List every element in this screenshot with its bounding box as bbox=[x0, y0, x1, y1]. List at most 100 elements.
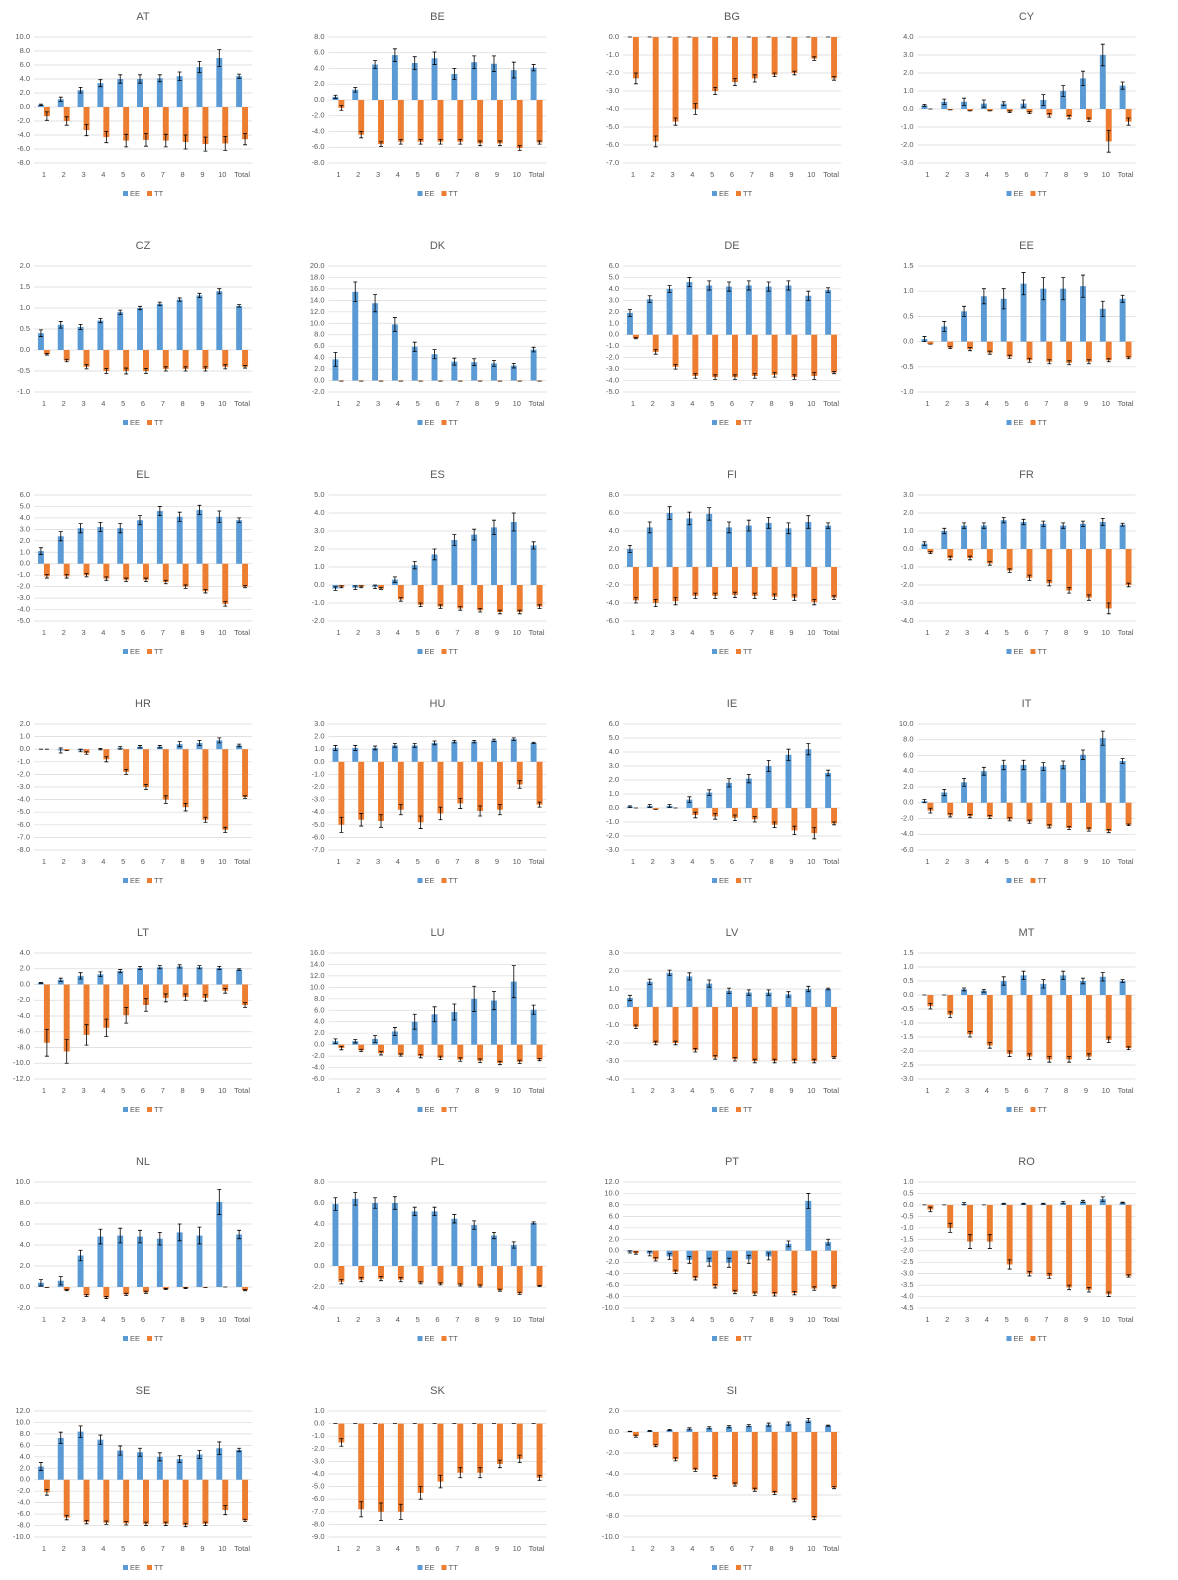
error-bar bbox=[1021, 970, 1026, 980]
y-tick-label: 10.0 bbox=[15, 1177, 30, 1186]
x-tick-label: 5 bbox=[710, 1315, 714, 1324]
error-bar bbox=[243, 1518, 248, 1522]
x-tick-label: 6 bbox=[141, 1544, 145, 1553]
y-tick-label: 6.0 bbox=[609, 1211, 619, 1220]
bar bbox=[156, 1238, 163, 1287]
bar bbox=[202, 350, 209, 369]
bar bbox=[358, 100, 365, 135]
bar bbox=[1060, 764, 1067, 803]
x-tick-label: 2 bbox=[62, 1086, 66, 1095]
y-tick-label: -8.0 bbox=[312, 1519, 325, 1528]
bar bbox=[103, 563, 110, 579]
error-bar bbox=[64, 358, 69, 363]
bar bbox=[805, 522, 812, 567]
error-bar bbox=[792, 374, 797, 380]
bar bbox=[947, 1204, 954, 1228]
bar bbox=[825, 290, 832, 335]
error-bar bbox=[832, 1486, 837, 1490]
x-tick-label: 9 bbox=[495, 628, 499, 637]
error-bar bbox=[143, 368, 148, 374]
error-bar bbox=[673, 1040, 678, 1046]
bar bbox=[1125, 802, 1132, 825]
legend-swatch bbox=[123, 1336, 128, 1341]
bar bbox=[471, 62, 478, 100]
bar bbox=[825, 773, 832, 808]
error-bar bbox=[693, 811, 698, 819]
x-tick-label: 2 bbox=[356, 857, 360, 866]
y-tick-label: 0.0 bbox=[314, 1261, 324, 1270]
y-tick-label: -2.0 bbox=[901, 580, 914, 589]
bar bbox=[222, 107, 229, 144]
bar bbox=[1066, 109, 1073, 118]
bar bbox=[530, 349, 537, 381]
y-tick-label: 3.0 bbox=[609, 948, 619, 957]
bar bbox=[785, 1423, 792, 1432]
chart-title: NL bbox=[136, 1156, 150, 1168]
x-tick-label: 5 bbox=[1005, 857, 1009, 866]
x-tick-label: 8 bbox=[770, 399, 774, 408]
error-bar bbox=[183, 993, 188, 1001]
bar bbox=[236, 1449, 243, 1480]
x-tick-label: 6 bbox=[435, 628, 439, 637]
error-bar bbox=[627, 309, 632, 317]
x-tick-label: 10 bbox=[1102, 1315, 1110, 1324]
bar bbox=[103, 749, 110, 760]
x-tick-label: 2 bbox=[356, 1544, 360, 1553]
x-tick-label: 4 bbox=[396, 857, 400, 866]
bar bbox=[831, 1007, 838, 1058]
error-bar bbox=[353, 87, 358, 93]
error-bar bbox=[942, 527, 947, 535]
y-tick-label: 1.0 bbox=[314, 1406, 324, 1415]
x-tick-label: Total bbox=[234, 1544, 250, 1553]
bar bbox=[491, 63, 497, 100]
error-bar bbox=[707, 1426, 712, 1430]
x-tick-label: 4 bbox=[985, 1086, 989, 1095]
legend-swatch bbox=[417, 1336, 423, 1341]
x-tick-label: 3 bbox=[376, 857, 380, 866]
legend-label: EE bbox=[130, 876, 140, 885]
x-tick-label: 5 bbox=[710, 170, 714, 179]
y-tick-label: 0.0 bbox=[20, 345, 30, 354]
x-tick-label: 4 bbox=[690, 170, 694, 179]
bar bbox=[397, 585, 404, 600]
bar bbox=[947, 341, 954, 348]
x-tick-label: 7 bbox=[1044, 628, 1048, 637]
legend-swatch bbox=[1030, 878, 1036, 883]
bar bbox=[143, 984, 149, 1005]
bar bbox=[202, 1479, 209, 1524]
error-bar bbox=[1126, 582, 1131, 588]
error-bar bbox=[1067, 1056, 1072, 1063]
y-tick-label: 2.0 bbox=[903, 782, 913, 791]
error-bar bbox=[163, 1288, 168, 1291]
error-bar bbox=[237, 743, 242, 748]
bar bbox=[176, 1232, 183, 1287]
error-bar bbox=[766, 281, 771, 292]
y-tick-label: 4.0 bbox=[20, 74, 30, 83]
y-tick-label: -2.0 bbox=[312, 387, 325, 396]
x-tick-label: 6 bbox=[141, 1315, 145, 1324]
error-bar bbox=[243, 585, 248, 589]
error-bar bbox=[667, 285, 672, 293]
x-tick-label: 2 bbox=[945, 170, 949, 179]
x-tick-label: 5 bbox=[416, 1086, 420, 1095]
error-bar bbox=[339, 105, 344, 111]
y-tick-label: -4.0 bbox=[606, 1074, 619, 1083]
chart-title: LV bbox=[726, 927, 739, 939]
error-bar bbox=[138, 515, 143, 526]
bar bbox=[496, 100, 503, 144]
error-bar bbox=[772, 72, 777, 77]
bar bbox=[352, 1198, 359, 1266]
legend-swatch bbox=[417, 420, 423, 425]
bar bbox=[1085, 1204, 1092, 1290]
bar bbox=[1066, 802, 1073, 828]
x-tick-label: 8 bbox=[1064, 170, 1068, 179]
error-bar bbox=[962, 305, 967, 317]
y-tick-label: 2.0 bbox=[314, 364, 324, 373]
error-bar bbox=[766, 760, 771, 772]
x-tick-label: 2 bbox=[945, 1086, 949, 1095]
bar bbox=[732, 334, 738, 378]
error-bar bbox=[38, 103, 43, 106]
bar bbox=[941, 792, 948, 803]
error-bar bbox=[432, 1006, 437, 1023]
x-tick-label: 2 bbox=[356, 1086, 360, 1095]
